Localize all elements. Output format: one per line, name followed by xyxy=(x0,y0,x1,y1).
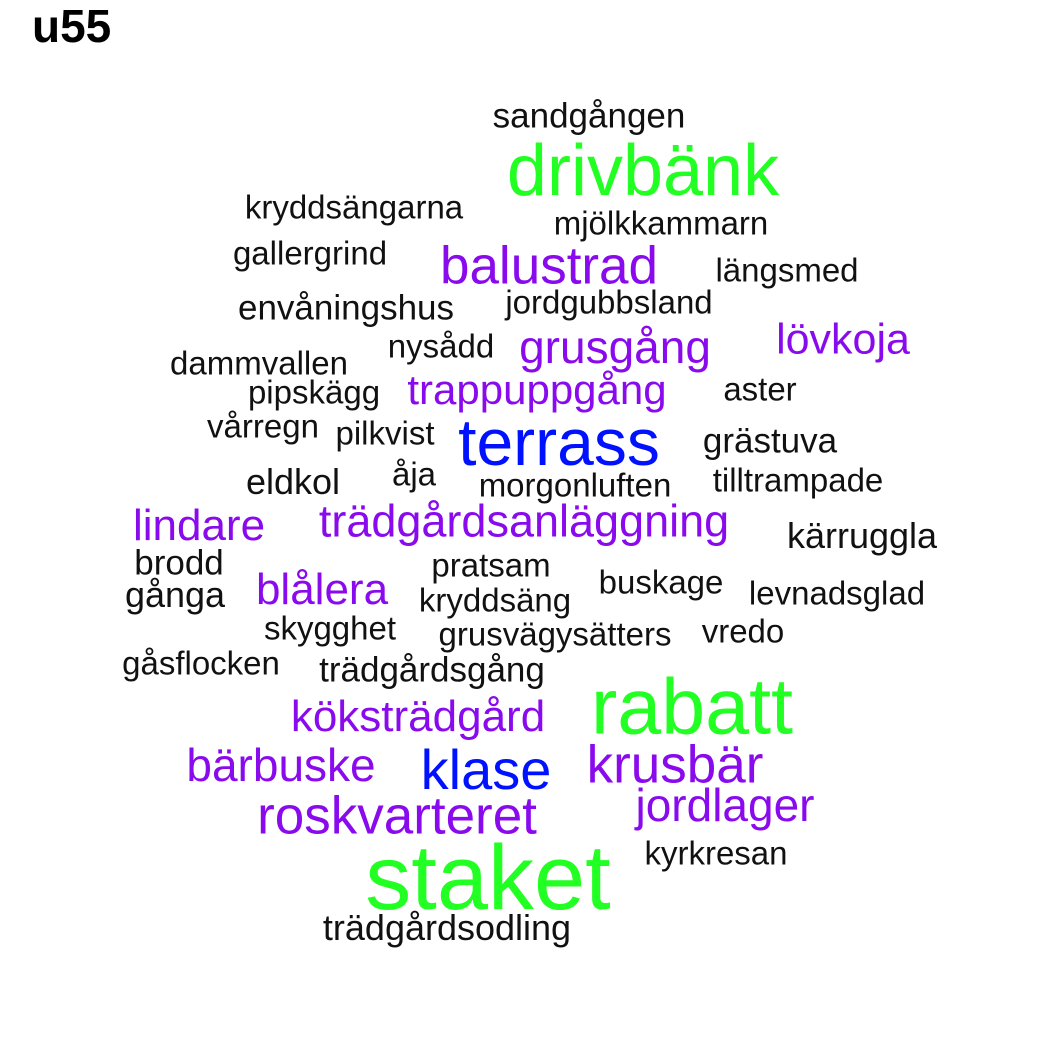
cloud-word-pratsam: pratsam xyxy=(431,546,551,584)
cloud-word-balustrad: balustrad xyxy=(439,236,659,296)
cloud-word-gallergrind: gallergrind xyxy=(232,234,388,272)
cloud-word-skygghet: skygghet xyxy=(263,609,397,647)
cloud-word-barbuske: bärbuske xyxy=(186,739,376,791)
cloud-word-tradgardsgang: trädgårdsgång xyxy=(319,650,545,690)
cloud-word-grastuva: grästuva xyxy=(702,421,838,461)
cloud-word-lovkoja: lövkoja xyxy=(776,315,910,364)
cloud-word-pilkvist: pilkvist xyxy=(335,414,435,452)
cloud-word-envaningshus: envåningshus xyxy=(238,288,454,328)
cloud-word-nysadd: nysådd xyxy=(387,327,495,365)
cloud-word-kryddsangarna: kryddsängarna xyxy=(244,188,464,226)
cloud-word-trappuppgang: trappuppgång xyxy=(407,366,667,413)
cloud-title: u55 xyxy=(32,0,112,52)
cloud-word-morgonluften: morgonluften xyxy=(478,466,672,504)
cloud-word-staket: staket xyxy=(365,827,611,929)
cloud-word-kryddsang: kryddsäng xyxy=(418,581,572,619)
cloud-word-varregn: vårregn xyxy=(207,407,319,445)
cloud-word-tradgardsodling: trädgårdsodling xyxy=(322,907,572,948)
cloud-word-jordgubbsland: jordgubbsland xyxy=(505,283,713,321)
cloud-word-tradgardsanlaggning: trädgårdsanläggning xyxy=(318,495,730,547)
cloud-word-drivbank: drivbänk xyxy=(506,131,780,211)
cloud-word-krusbar: krusbär xyxy=(586,735,764,795)
cloud-word-levnadsglad: levnadsglad xyxy=(748,574,926,612)
cloud-word-ganga: gånga xyxy=(124,574,226,615)
cloud-word-aster: aster xyxy=(723,370,797,408)
cloud-word-kokstradgard: köksträdgård xyxy=(290,692,546,741)
cloud-word-buskage: buskage xyxy=(598,563,724,601)
cloud-word-vredo: vredo xyxy=(701,612,785,650)
cloud-word-terrass: terrass xyxy=(458,405,660,479)
cloud-word-kyrkresan: kyrkresan xyxy=(644,834,788,872)
cloud-word-eldkol: eldkol xyxy=(245,461,341,502)
cloud-word-roskvarteret: roskvarteret xyxy=(257,786,537,846)
cloud-word-jordlager: jordlager xyxy=(635,779,815,831)
cloud-word-sandgangen: sandgången xyxy=(492,96,686,136)
cloud-word-brodd: brodd xyxy=(134,543,224,583)
cloud-word-tilltrampade: tilltrampade xyxy=(712,461,884,499)
cloud-word-mjolkkammarn: mjölkkammarn xyxy=(553,204,769,242)
cloud-word-lindare: lindare xyxy=(132,501,266,550)
cloud-word-karruggla: kärruggla xyxy=(786,515,938,556)
cloud-word-gasflocken: gåsflocken xyxy=(122,644,280,682)
cloud-word-rabatt: rabatt xyxy=(590,661,794,751)
cloud-word-blalera: blålera xyxy=(255,565,389,614)
cloud-word-pipskagg: pipskägg xyxy=(247,373,381,411)
cloud-word-aja: åja xyxy=(391,455,437,493)
cloud-word-grusvagysatters: grusvägysätters xyxy=(438,615,672,653)
cloud-word-grusgang: grusgång xyxy=(519,321,711,373)
cloud-word-dammvallen: dammvallen xyxy=(170,344,348,382)
cloud-word-langsmed: längsmed xyxy=(715,251,859,289)
cloud-word-klase: klase xyxy=(420,738,552,801)
